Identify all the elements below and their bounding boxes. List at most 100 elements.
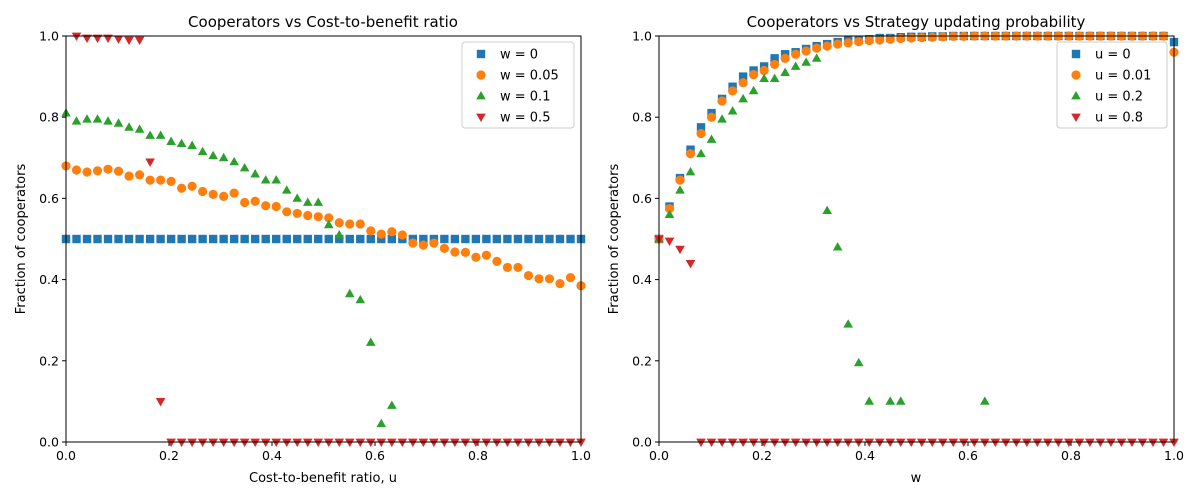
- data-point: [281, 185, 292, 194]
- data-point: [82, 234, 92, 244]
- data-point: [1148, 438, 1158, 447]
- data-point: [980, 396, 990, 405]
- data-point: [450, 234, 460, 244]
- data-point: [738, 438, 748, 447]
- data-point: [917, 33, 927, 43]
- data-point: [324, 234, 333, 244]
- legend-label: u = 0.01: [1095, 69, 1151, 84]
- legend-marker: [476, 70, 486, 80]
- data-point: [1074, 438, 1085, 447]
- data-point: [780, 53, 790, 63]
- data-point: [302, 197, 313, 206]
- data-point: [780, 438, 790, 447]
- y-tick-label: 0.8: [632, 110, 652, 125]
- data-point: [875, 35, 885, 45]
- data-point: [376, 438, 387, 447]
- data-point: [113, 118, 124, 127]
- y-tick-label: 0.2: [632, 353, 652, 368]
- data-points: [654, 31, 1179, 447]
- data-point: [145, 130, 155, 139]
- series-w-0-1: [61, 108, 397, 428]
- data-point: [523, 438, 534, 447]
- data-point: [355, 219, 365, 229]
- data-point: [250, 196, 260, 206]
- data-point: [1022, 438, 1032, 447]
- data-point: [92, 114, 103, 123]
- data-point: [145, 234, 155, 244]
- data-point: [565, 438, 576, 447]
- data-point: [864, 438, 875, 447]
- data-point: [853, 357, 864, 367]
- data-point: [502, 262, 513, 273]
- data-point: [801, 57, 811, 66]
- data-point: [208, 234, 218, 244]
- data-point: [166, 438, 176, 447]
- data-point: [271, 201, 281, 212]
- series-w-0: [61, 234, 586, 244]
- data-point: [685, 259, 696, 269]
- data-point: [460, 438, 471, 447]
- x-tick-label: 0.2: [159, 448, 179, 463]
- data-point: [376, 229, 386, 239]
- data-point: [895, 438, 906, 447]
- data-point: [937, 438, 948, 447]
- legend-label: u = 0.8: [1095, 111, 1143, 126]
- data-point: [145, 175, 155, 185]
- data-point: [502, 438, 513, 447]
- data-point: [565, 272, 576, 283]
- legend-label: w = 0: [500, 48, 538, 63]
- legend-label: u = 0.2: [1095, 90, 1143, 105]
- data-points: [61, 32, 586, 447]
- data-point: [229, 188, 239, 198]
- data-point: [302, 438, 313, 447]
- data-point: [717, 438, 727, 447]
- data-point: [271, 175, 282, 184]
- series-w-0-05: [61, 161, 586, 291]
- data-point: [1116, 438, 1127, 447]
- data-point: [927, 32, 937, 42]
- data-point: [323, 438, 334, 447]
- data-point: [481, 438, 492, 447]
- data-point: [885, 396, 896, 405]
- data-point: [197, 146, 208, 156]
- data-point: [335, 234, 344, 244]
- data-point: [958, 438, 969, 447]
- y-tick-label: 1.0: [39, 29, 59, 44]
- data-point: [113, 35, 124, 44]
- data-point: [492, 234, 502, 244]
- legend-marker: [1071, 91, 1081, 100]
- legend-marker: [1071, 49, 1081, 59]
- data-point: [523, 270, 534, 281]
- x-axis-label: w: [911, 471, 922, 486]
- data-point: [748, 438, 759, 447]
- data-point: [534, 274, 544, 284]
- data-point: [1085, 438, 1095, 447]
- data-point: [576, 438, 586, 447]
- data-point: [843, 38, 853, 48]
- data-point: [239, 438, 250, 447]
- data-point: [544, 274, 555, 284]
- data-point: [239, 162, 250, 172]
- data-point: [282, 234, 291, 244]
- legend-label: u = 0: [1095, 48, 1131, 63]
- data-point: [198, 234, 207, 244]
- data-point: [738, 72, 748, 81]
- data-point: [696, 438, 706, 447]
- series-u-0-01: [654, 31, 1179, 244]
- data-point: [822, 438, 832, 447]
- data-point: [429, 238, 439, 248]
- data-point: [155, 398, 166, 407]
- data-point: [82, 167, 92, 177]
- data-point: [93, 234, 102, 244]
- data-point: [938, 32, 948, 42]
- data-point: [156, 175, 166, 185]
- data-point: [1053, 438, 1064, 447]
- data-point: [177, 183, 187, 193]
- data-point: [513, 234, 523, 244]
- y-tick-label: 0.8: [39, 110, 59, 125]
- data-point: [801, 438, 811, 447]
- data-point: [387, 234, 397, 244]
- data-point: [696, 128, 706, 139]
- data-point: [313, 438, 324, 447]
